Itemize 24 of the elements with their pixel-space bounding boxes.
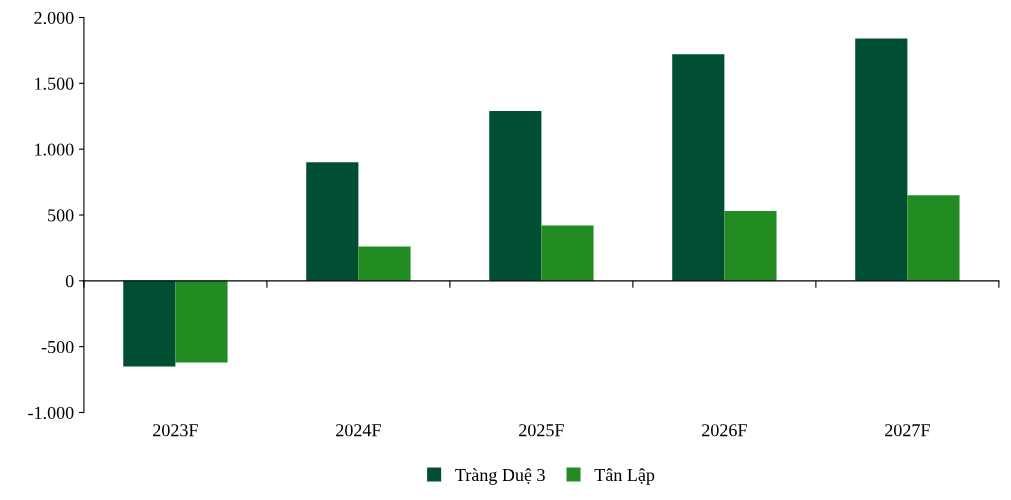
legend-label: Tân Lập <box>594 468 655 485</box>
bar <box>123 280 176 367</box>
bar <box>175 280 228 363</box>
x-tick-label: 2026F <box>702 424 747 437</box>
bar <box>907 195 960 281</box>
bar <box>855 38 908 281</box>
y-tick-label: 500 <box>48 209 74 222</box>
bar <box>489 110 542 281</box>
y-tick-label: 1.000 <box>35 143 74 156</box>
legend-label: Tràng Duệ 3 <box>455 468 545 485</box>
y-tick-label: -1.000 <box>28 406 74 420</box>
bar <box>541 225 594 281</box>
x-tick-label: 2023F <box>153 424 198 437</box>
y-tick-label: -500 <box>41 340 74 354</box>
x-tick-label: 2025F <box>519 424 564 437</box>
bar <box>724 211 777 281</box>
bar <box>306 162 359 281</box>
y-tick-label: 1.500 <box>35 77 74 90</box>
y-tick-label: 0 <box>65 275 74 288</box>
y-tick-label: 2.000 <box>34 11 74 25</box>
bar <box>672 54 725 281</box>
x-tick-label: 2027F <box>885 424 930 437</box>
x-tick-label: 2024F <box>336 424 381 437</box>
bar <box>358 246 411 281</box>
